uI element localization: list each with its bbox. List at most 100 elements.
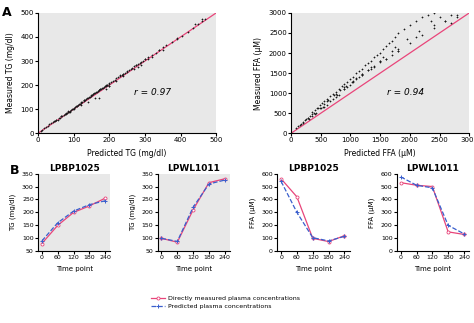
Point xyxy=(42,124,50,130)
X-axis label: Time point: Time point xyxy=(175,266,212,272)
Point xyxy=(312,111,320,116)
Point xyxy=(148,52,156,57)
Point xyxy=(82,97,90,102)
Point xyxy=(90,92,97,97)
Point xyxy=(316,103,323,108)
Point xyxy=(107,80,115,85)
Point xyxy=(94,89,101,94)
Point xyxy=(391,35,399,40)
Point xyxy=(338,84,346,89)
Point xyxy=(48,120,55,126)
Point xyxy=(394,48,402,54)
Point xyxy=(73,103,81,108)
Point xyxy=(304,115,311,120)
Point xyxy=(201,16,209,22)
Point xyxy=(95,88,102,93)
Legend: Directly measured plasma concentrations, Predicted plasma concentrations: Directly measured plasma concentrations,… xyxy=(149,293,303,312)
Point xyxy=(81,98,88,103)
Point xyxy=(64,109,72,114)
Point xyxy=(365,60,372,66)
Point xyxy=(430,26,438,31)
Point xyxy=(118,72,126,78)
X-axis label: Time point: Time point xyxy=(55,266,93,272)
Point xyxy=(332,91,339,97)
Point xyxy=(362,63,369,68)
Y-axis label: TG (mg/dl): TG (mg/dl) xyxy=(10,194,17,231)
Point xyxy=(125,68,133,73)
Point xyxy=(84,100,91,105)
Point xyxy=(57,114,65,119)
Point xyxy=(41,125,48,130)
Point xyxy=(299,120,307,125)
Point xyxy=(308,111,316,117)
Point xyxy=(60,112,67,117)
Point xyxy=(184,30,191,35)
Point xyxy=(388,52,396,57)
Point xyxy=(430,22,438,27)
Point xyxy=(145,54,152,59)
Point xyxy=(297,122,304,127)
Point xyxy=(323,99,330,104)
Title: LPBP1025: LPBP1025 xyxy=(49,164,100,173)
Point xyxy=(123,69,131,75)
Point xyxy=(406,22,414,27)
Point xyxy=(329,91,337,97)
Point xyxy=(301,118,309,123)
Point xyxy=(370,63,378,68)
Point xyxy=(391,45,399,50)
Point xyxy=(358,73,366,78)
Point xyxy=(68,107,75,112)
Point xyxy=(353,70,360,76)
Point xyxy=(132,63,140,68)
Point xyxy=(159,45,166,50)
Point xyxy=(358,67,366,72)
Point xyxy=(66,109,74,115)
Point xyxy=(332,89,339,95)
Point xyxy=(365,67,372,72)
Point xyxy=(51,119,59,124)
Point xyxy=(344,85,351,90)
Point xyxy=(314,106,321,111)
Point xyxy=(155,47,163,52)
Point xyxy=(69,107,77,112)
Point xyxy=(163,42,170,47)
Point xyxy=(346,77,354,82)
Title: LPWL1011: LPWL1011 xyxy=(407,164,459,173)
Point xyxy=(49,119,57,124)
Point xyxy=(403,36,410,42)
Point xyxy=(319,105,327,110)
Point xyxy=(93,89,100,94)
Point xyxy=(91,90,99,95)
Point xyxy=(376,59,384,65)
Point xyxy=(92,90,100,95)
Point xyxy=(374,52,381,57)
Point xyxy=(344,79,351,85)
Point xyxy=(370,55,378,60)
Point xyxy=(299,121,307,126)
Point xyxy=(336,88,344,93)
Point xyxy=(50,118,58,123)
Point xyxy=(309,110,316,115)
Point xyxy=(356,68,363,74)
Point xyxy=(330,93,337,98)
Point xyxy=(335,93,342,98)
Point xyxy=(102,83,109,88)
Text: r = 0.94: r = 0.94 xyxy=(387,88,424,97)
Point xyxy=(137,62,145,67)
Point xyxy=(137,59,145,64)
Point xyxy=(341,85,348,90)
Point xyxy=(52,118,60,123)
Point xyxy=(64,110,71,115)
Point xyxy=(145,57,152,62)
Point xyxy=(427,18,435,24)
Point xyxy=(332,95,339,100)
Point xyxy=(111,77,118,82)
Point xyxy=(139,58,147,63)
Point xyxy=(376,58,384,64)
Point xyxy=(116,72,124,78)
Point xyxy=(104,83,111,88)
Point xyxy=(350,75,357,80)
Point xyxy=(412,18,419,24)
Point xyxy=(54,117,61,122)
Point xyxy=(400,26,408,32)
